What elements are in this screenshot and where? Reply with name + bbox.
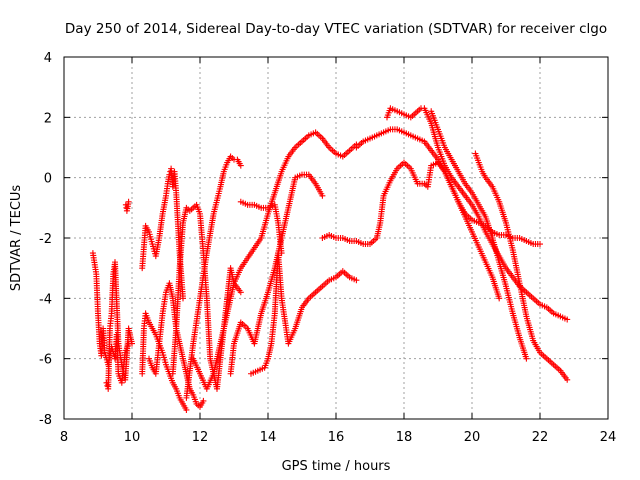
x-tick-label: 24 xyxy=(600,430,617,445)
x-tick-label: 8 xyxy=(60,430,68,445)
x-tick-label: 14 xyxy=(260,430,277,445)
series-pass-12 xyxy=(248,250,360,377)
x-tick-label: 20 xyxy=(464,430,481,445)
data-point xyxy=(564,316,571,323)
y-tick-labels: -8 -6 -4 -2 0 2 4 xyxy=(39,51,52,428)
x-tick-labels: 8 10 12 14 16 18 20 22 24 xyxy=(60,430,616,445)
series-pass-8 xyxy=(183,153,244,401)
y-tick-label: -6 xyxy=(39,353,52,368)
y-tick-label: -2 xyxy=(39,232,52,247)
x-tick-label: 22 xyxy=(532,430,549,445)
data-point xyxy=(125,198,132,205)
series-pass-16 xyxy=(428,108,530,362)
plot-frame xyxy=(63,56,609,420)
y-tick-label: 0 xyxy=(44,172,52,187)
y-tick-label: 4 xyxy=(44,51,52,66)
data-point xyxy=(237,289,244,296)
data-point xyxy=(180,295,186,302)
series-pass-11 xyxy=(237,198,285,257)
series-pass-2 xyxy=(103,259,135,392)
data-point xyxy=(537,241,543,248)
chart-title: Day 250 of 2014, Sidereal Day-to-day VTE… xyxy=(65,21,607,37)
data-points xyxy=(89,105,571,413)
series-pass-15 xyxy=(384,105,571,323)
series-pass-14 xyxy=(353,126,503,302)
y-tick-label: -8 xyxy=(39,413,52,428)
data-point xyxy=(496,295,503,302)
x-axis-label: GPS time / hours xyxy=(282,459,391,474)
data-point xyxy=(564,376,571,383)
data-point xyxy=(200,397,207,404)
series-pass-17 xyxy=(472,150,571,383)
series-pass-4 xyxy=(139,310,190,413)
series-pass-10 xyxy=(227,171,326,377)
series-pass-3 xyxy=(122,198,132,214)
x-tick-label: 16 xyxy=(328,430,345,445)
data-point xyxy=(523,355,530,362)
data-point xyxy=(129,340,135,347)
x-tick-label: 18 xyxy=(396,430,413,445)
data-point xyxy=(104,382,111,389)
y-tick-label: 2 xyxy=(44,111,52,126)
y-tick-label: -4 xyxy=(39,292,52,307)
series-pass-9 xyxy=(190,129,360,392)
data-point xyxy=(353,277,360,284)
data-point xyxy=(319,192,326,199)
y-axis-label: SDTVAR / TECUs xyxy=(9,185,24,292)
data-point xyxy=(183,406,190,413)
x-tick-label: 12 xyxy=(192,430,209,445)
data-point xyxy=(237,162,244,169)
x-tick-label: 10 xyxy=(124,430,141,445)
